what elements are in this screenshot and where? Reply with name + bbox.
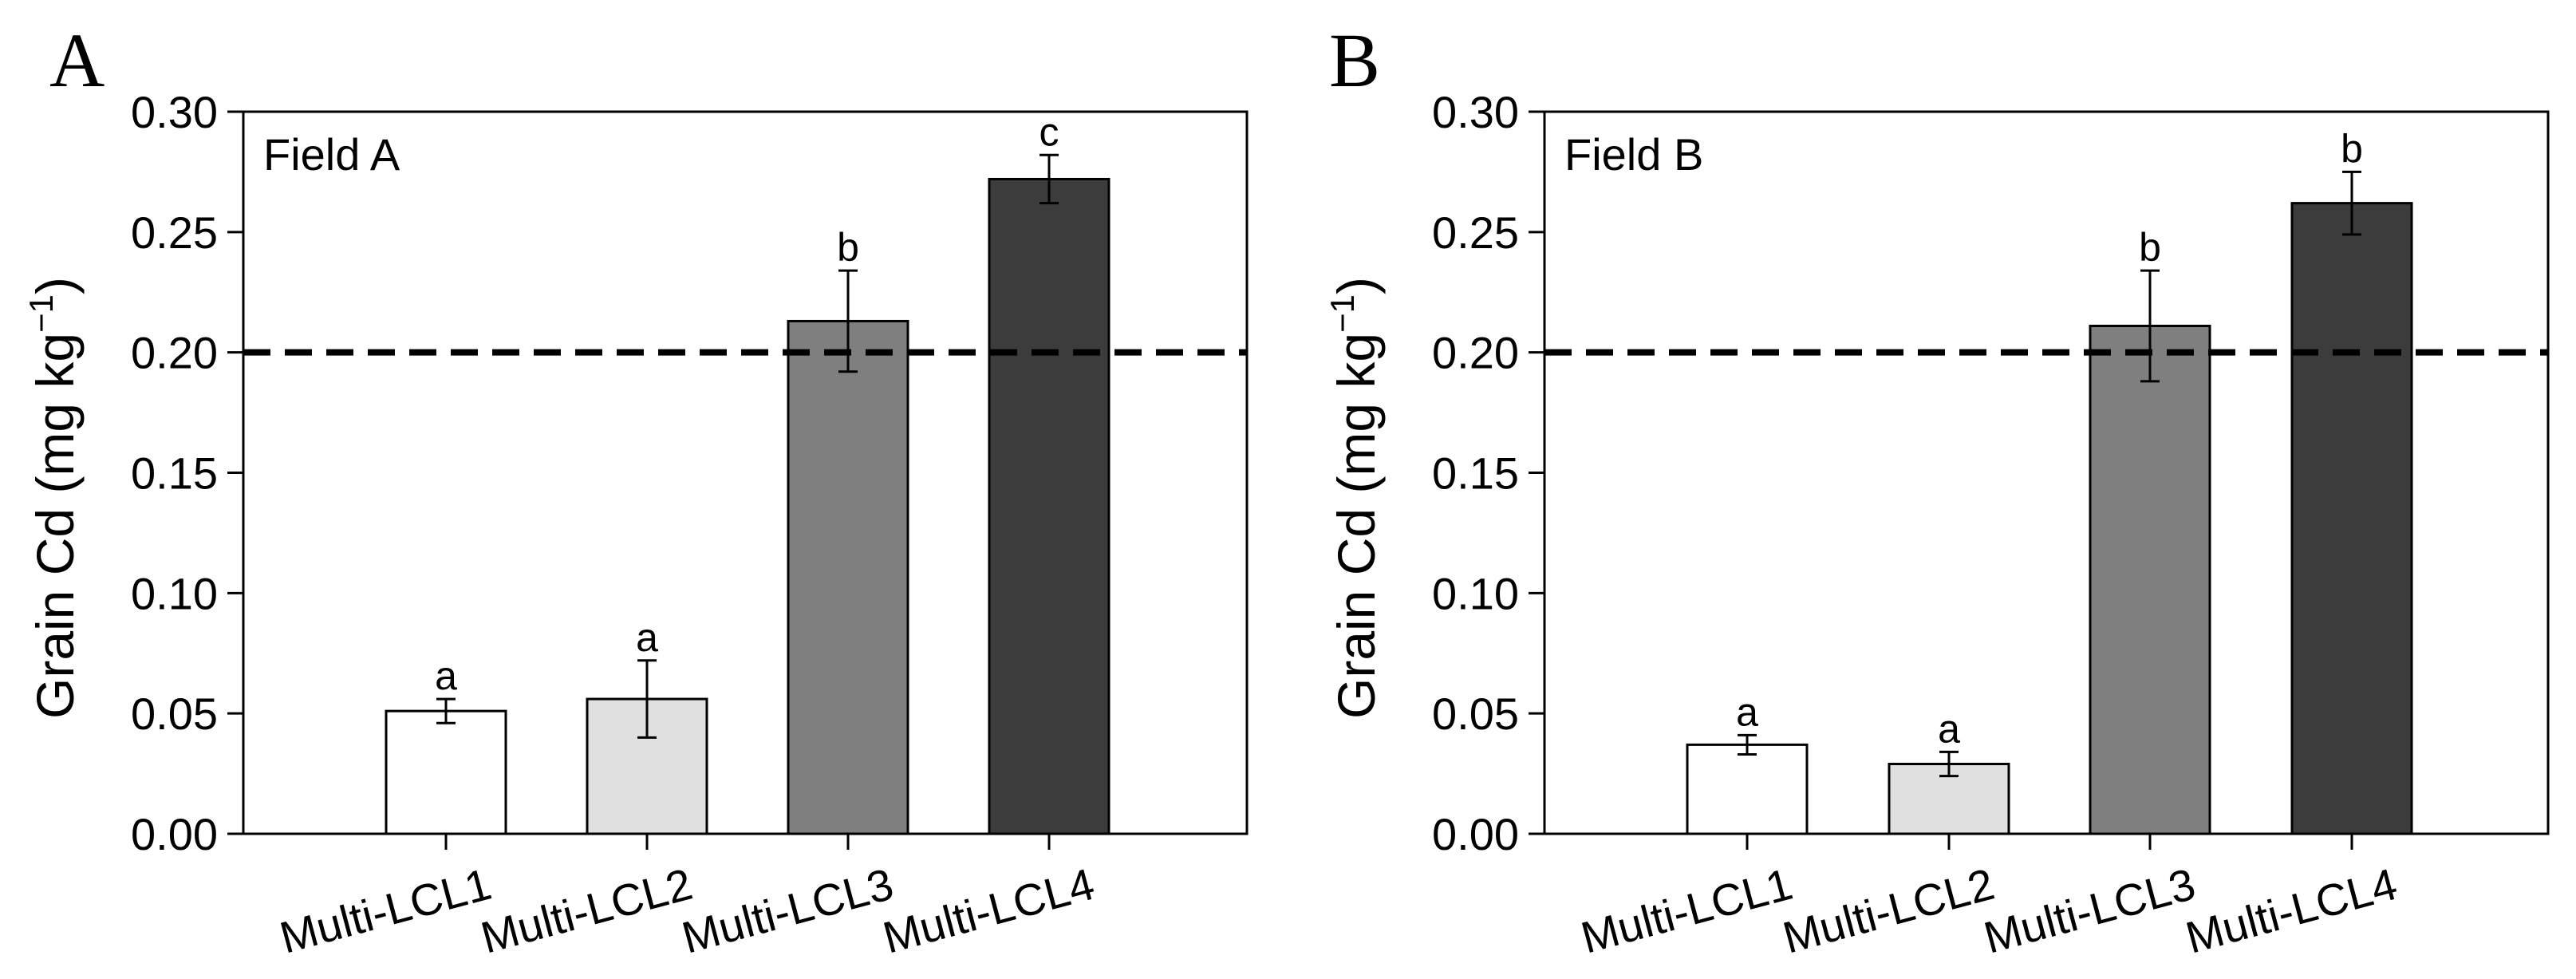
bar-b-1 [1686,743,1809,835]
panel-letter-a: A [49,18,105,103]
y-tick-label-a-5: 0.25 [131,207,218,258]
y-tick-label-b-1: 0.05 [1432,689,1519,739]
y-axis-label-b: Grain Cd (mg kg−1) [1324,277,1386,719]
y-axis-label-b-superscript: −1 [1324,294,1361,333]
significance-label-b-3: b [2139,225,2161,270]
y-tick-label-b-4: 0.20 [1432,328,1519,378]
significance-label-b-1: a [1736,689,1758,734]
significance-label-b-2: a [1938,706,1960,751]
y-tick-label-b-2: 0.10 [1432,568,1519,618]
y-tick-label-a-3: 0.15 [131,448,218,499]
significance-label-a-4: c [1039,109,1059,154]
y-axis-label-b-close: ) [1327,277,1386,294]
y-axis-label-b-text: Grain Cd (mg kg [1327,333,1386,719]
bar-b-4 [2290,202,2413,835]
significance-label-a-3: b [837,225,859,270]
bar-a-1 [385,709,507,835]
significance-label-a-1: a [435,653,457,698]
bar-a-3 [787,319,909,835]
y-axis-label-a: Grain Cd (mg kg−1) [22,277,85,719]
y-axis-label-a-text: Grain Cd (mg kg [26,333,85,719]
bar-a-4 [988,177,1110,835]
field-label-a: Field A [263,129,400,180]
significance-label-b-4: b [2341,126,2363,171]
y-tick-label-b-5: 0.25 [1432,207,1519,258]
plot-frame-b [1543,110,2550,835]
y-axis-label-a-close: ) [26,277,85,294]
y-tick-label-a-2: 0.10 [131,568,218,618]
bar-b-3 [2089,324,2211,835]
y-tick-label-b-3: 0.15 [1432,448,1519,499]
y-tick-label-b-0: 0.00 [1432,809,1519,859]
field-label-b: Field B [1564,129,1703,180]
y-tick-label-a-4: 0.20 [131,328,218,378]
panel-letter-b: B [1329,18,1380,103]
significance-label-a-2: a [636,615,658,660]
y-tick-label-b-6: 0.30 [1432,87,1519,137]
y-tick-label-a-6: 0.30 [131,87,218,137]
plot-frame-a [242,110,1249,835]
y-tick-label-a-1: 0.05 [131,689,218,739]
y-tick-label-a-0: 0.00 [131,809,218,859]
y-axis-label-a-superscript: −1 [22,294,60,333]
